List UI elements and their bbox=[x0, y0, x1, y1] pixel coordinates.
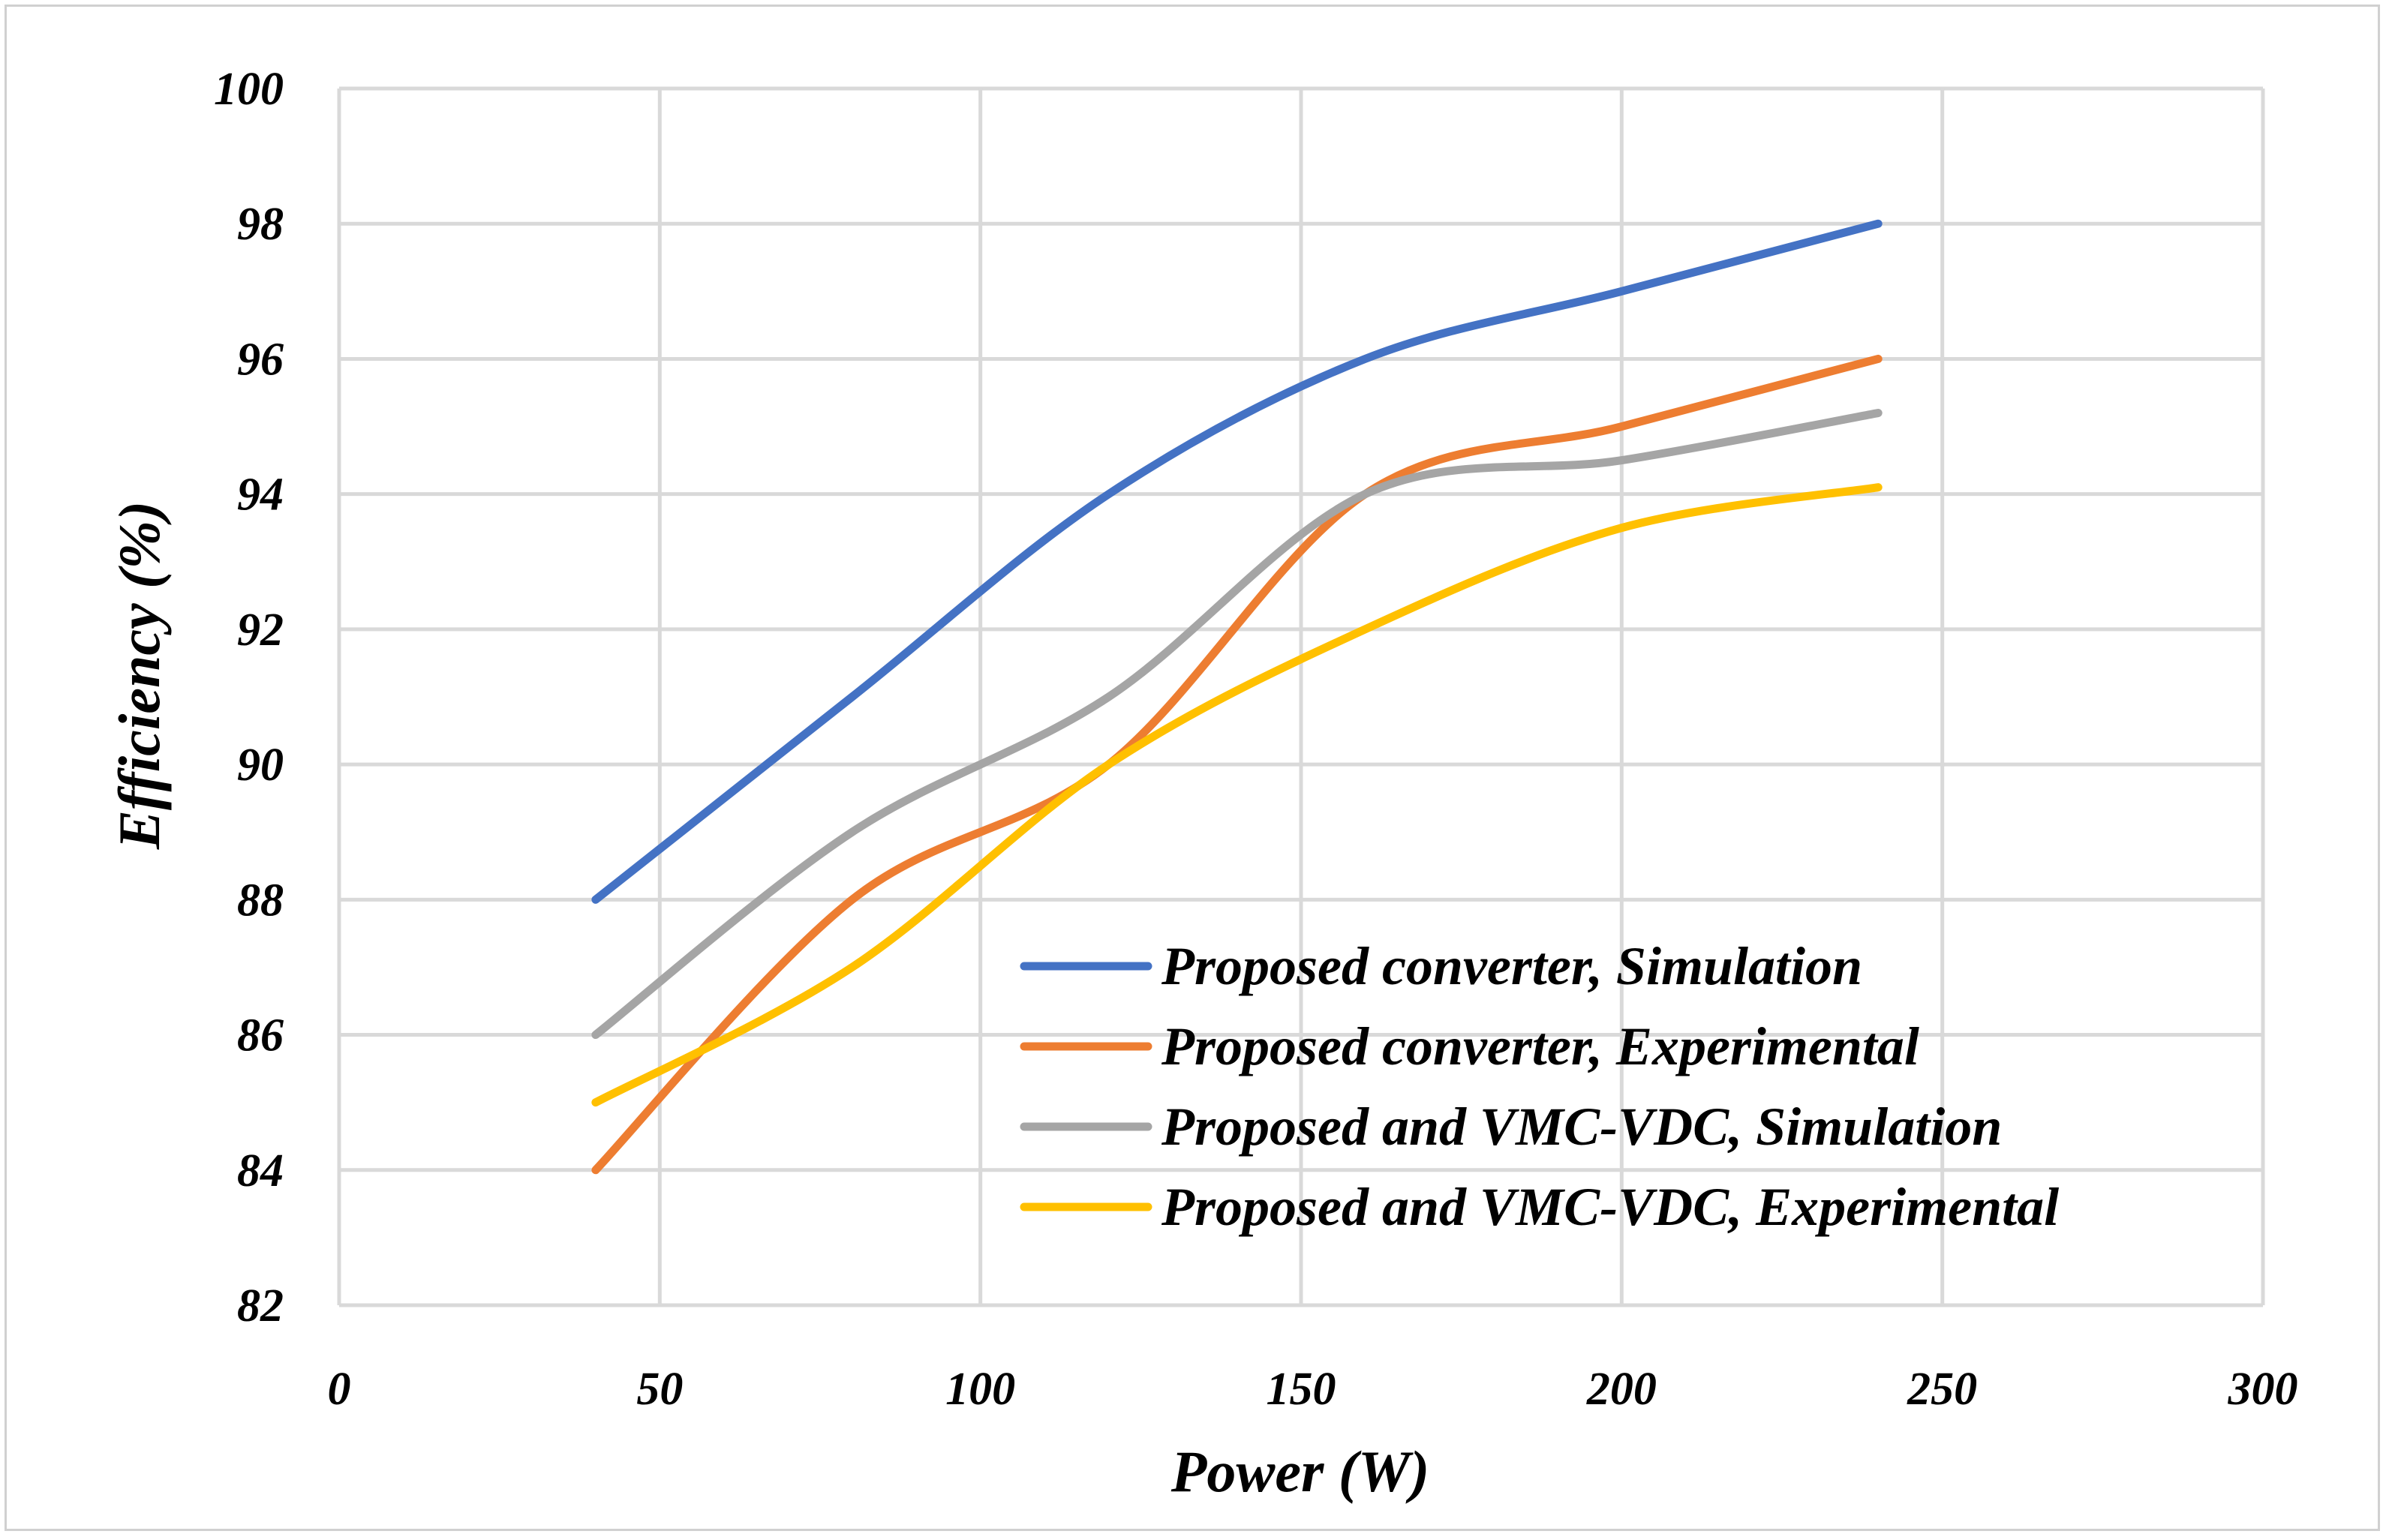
series-line-proposed-converter-simulation bbox=[591, 219, 1883, 904]
y-tick-labels: 82 84 86 88 90 92 94 96 98 100 bbox=[214, 64, 284, 1331]
x-tick-label: 150 bbox=[1267, 1364, 1336, 1415]
series-line-proposed-converter-experimental bbox=[591, 354, 1883, 1175]
y-tick-label: 84 bbox=[237, 1145, 284, 1196]
y-tick-label: 96 bbox=[237, 334, 284, 385]
x-tick-label: 200 bbox=[1586, 1364, 1657, 1415]
x-tick-labels: 0 50 100 150 200 250 300 bbox=[328, 1364, 2298, 1415]
legend: Proposed converter, Simulation Proposed c… bbox=[1020, 936, 2059, 1237]
x-tick-label: 0 bbox=[328, 1364, 351, 1415]
legend-label-proposed-converter-experimental: Proposed converter, Experimental bbox=[1161, 1016, 1919, 1076]
series-lines bbox=[591, 219, 1883, 1175]
series-line-vmc-vdc-experimental bbox=[591, 483, 1883, 1107]
x-tick-label: 300 bbox=[2228, 1364, 2298, 1415]
chart-frame bbox=[5, 5, 2380, 1531]
x-tick-label: 50 bbox=[636, 1364, 683, 1415]
y-tick-label: 98 bbox=[237, 199, 284, 250]
gridlines bbox=[337, 86, 2265, 1307]
legend-label-vmc-vdc-experimental: Proposed and VMC-VDC, Experimental bbox=[1161, 1177, 2059, 1237]
x-tick-label: 100 bbox=[945, 1364, 1015, 1415]
y-axis-title: Efficiency (%) bbox=[107, 501, 172, 850]
y-tick-label: 100 bbox=[214, 64, 284, 115]
y-tick-label: 88 bbox=[237, 875, 284, 926]
legend-label-proposed-converter-simulation: Proposed converter, Simulation bbox=[1161, 936, 1862, 996]
y-tick-label: 86 bbox=[237, 1010, 284, 1061]
y-tick-label: 92 bbox=[237, 605, 284, 656]
y-tick-label: 94 bbox=[237, 470, 284, 521]
x-tick-label: 250 bbox=[1907, 1364, 1977, 1415]
series-line-vmc-vdc-simulation bbox=[591, 409, 1883, 1040]
y-tick-label: 90 bbox=[237, 740, 284, 791]
x-axis-title: Power (W) bbox=[1170, 1439, 1429, 1504]
legend-label-vmc-vdc-simulation: Proposed and VMC-VDC, Simulation bbox=[1161, 1097, 2002, 1157]
y-tick-label: 82 bbox=[237, 1280, 284, 1331]
